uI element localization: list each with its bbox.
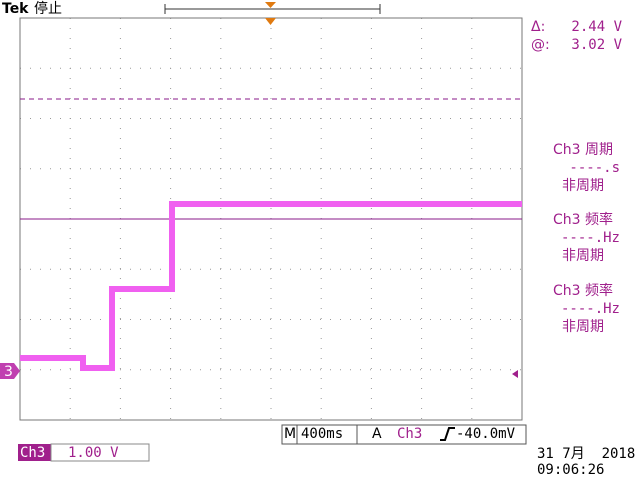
- channel-name: Ch3: [20, 445, 45, 461]
- trigger-position-marker: [265, 2, 276, 25]
- delta-label: Δ:: [531, 19, 545, 35]
- timebase-value: 400ms: [301, 426, 343, 442]
- at-label: @:: [531, 37, 550, 53]
- brand: Tek: [2, 1, 29, 17]
- measurements: Ch3 周期 ----.s 非周期 Ch3 频率 ----.Hz 非周期 Ch3 频率 ---…: [553, 142, 620, 335]
- date: 31 7月 2018: [537, 446, 635, 462]
- measurement-source: Ch3 频率: [553, 282, 613, 299]
- status-box: [281, 424, 527, 445]
- measurement-state: 非周期: [562, 319, 604, 335]
- channel-scale: 1.00 V: [68, 445, 119, 461]
- measurement-value: ----.Hz: [561, 301, 620, 317]
- status: 停止: [34, 0, 62, 17]
- trigger-level: -40.0mV: [456, 426, 516, 442]
- trigger-source: Ch3: [397, 426, 422, 442]
- delta-value: 2.44 V: [571, 19, 622, 35]
- measurement-state: 非周期: [562, 248, 604, 264]
- waveform-trace: [20, 201, 522, 371]
- channel-badge: [18, 444, 51, 461]
- trigger-label: A: [372, 426, 382, 442]
- channel-scale-box: [50, 443, 150, 462]
- measurement-source: Ch3 频率: [553, 211, 613, 228]
- measurement-value: ----.s: [569, 160, 620, 176]
- time: 09:06:26: [537, 462, 604, 478]
- measurement-source: Ch3 周期: [553, 142, 613, 158]
- at-value: 3.02 V: [571, 37, 622, 53]
- channel-marker-label: 3: [4, 364, 13, 380]
- measurement-state: 非周期: [562, 178, 604, 194]
- record-bar: [164, 4, 381, 14]
- timebase-label: M: [284, 426, 296, 442]
- channel-marker: [0, 363, 20, 379]
- measurement-value: ----.Hz: [561, 230, 620, 246]
- timebase-box: [296, 424, 358, 445]
- trigger-level-marker: [512, 370, 518, 378]
- trigger-slope-icon: [440, 427, 455, 441]
